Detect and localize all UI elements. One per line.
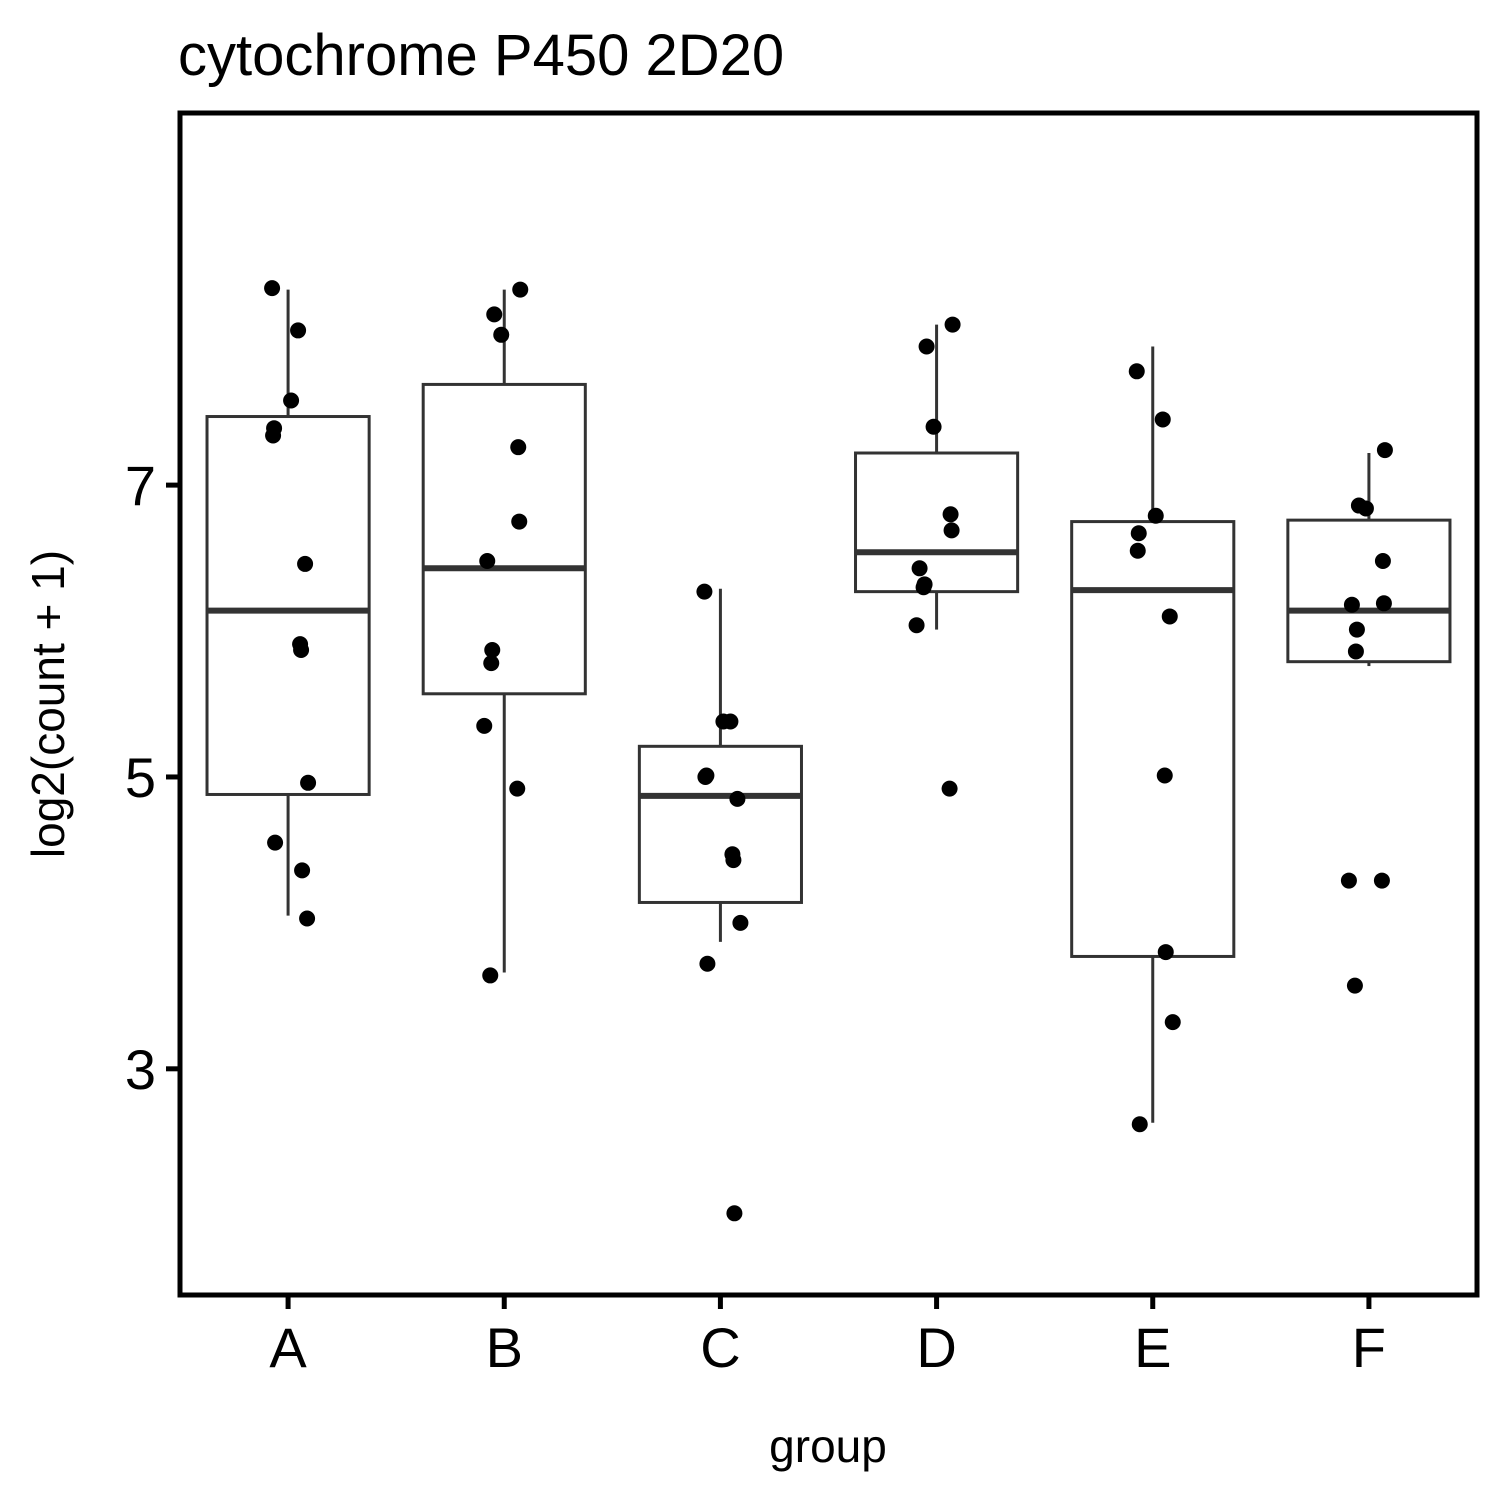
box-iqr [637,744,803,904]
chart-title: cytochrome P450 2D20 [178,23,784,88]
data-point [911,560,928,577]
y-axis-title: log2(count + 1) [22,550,74,858]
data-point [1129,542,1146,559]
data-point [1156,767,1173,784]
data-point [290,322,307,339]
data-point [1164,1014,1181,1031]
y-tick-label: 5 [125,746,156,809]
data-point [1375,595,1392,612]
data-point [943,522,960,539]
x-tick-label: C [700,1316,740,1379]
data-point [1357,500,1374,517]
data-point [1128,363,1145,380]
data-point [265,427,282,444]
data-point [725,852,742,869]
data-point [264,280,281,297]
box-iqr [205,415,371,796]
data-point [512,281,529,298]
data-point [925,418,942,435]
data-point [1130,525,1147,542]
box-group-a [205,289,371,916]
data-point [1147,507,1164,524]
data-point [511,513,528,530]
x-tick-label: D [916,1316,956,1379]
data-point [944,316,961,333]
data-point [1348,621,1365,638]
data-point [915,579,932,596]
data-point [715,713,732,730]
panel-border [177,110,1480,1298]
data-point [300,774,317,791]
box-group-c [637,588,803,942]
data-point [476,717,493,734]
y-tick-label: 3 [125,1038,156,1101]
data-point [1347,643,1364,660]
data-point [1373,872,1390,889]
data-point [1131,1116,1148,1133]
x-tick-label: E [1134,1316,1171,1379]
box-iqr [1286,518,1452,664]
x-tick-label: F [1352,1316,1386,1379]
data-point [294,862,311,879]
data-point [484,642,501,659]
data-point [942,506,959,523]
data-point [1374,552,1391,569]
box-group-e [1070,346,1236,1123]
data-point [908,617,925,634]
data-point [299,910,316,927]
box-iqr [1070,520,1236,958]
x-tick-label: B [486,1316,523,1379]
y-tick-label: 7 [125,454,156,517]
data-point [1157,944,1174,961]
plot-area [205,280,1452,1222]
x-tick-label: A [269,1316,307,1379]
data-point [732,914,749,931]
data-point [699,955,716,972]
data-point [941,780,958,797]
data-point [510,439,527,456]
data-point [486,306,503,323]
box-group-d [854,324,1020,630]
data-point [729,790,746,807]
data-point [1161,608,1178,625]
data-point [696,583,713,600]
box-group-b [421,289,587,973]
box-group-f [1286,453,1452,667]
data-point [479,552,496,569]
axes: 3 5 7 A B C D E F [125,454,1386,1379]
data-point [297,555,314,572]
data-point [726,1205,743,1222]
data-point [697,768,714,785]
data-point [483,655,500,672]
box-iqr [854,451,1020,594]
box-iqr [421,382,587,696]
data-point [493,326,510,343]
data-point [283,392,300,409]
data-point [918,338,935,355]
x-axis-title: group [769,1420,887,1472]
data-point [1376,442,1393,459]
data-point [1343,596,1360,613]
data-point [1154,411,1171,428]
data-point [267,834,284,851]
data-point [293,642,310,659]
data-point [509,780,526,797]
data-point [1346,977,1363,994]
data-point [482,967,499,984]
data-point [1340,872,1357,889]
